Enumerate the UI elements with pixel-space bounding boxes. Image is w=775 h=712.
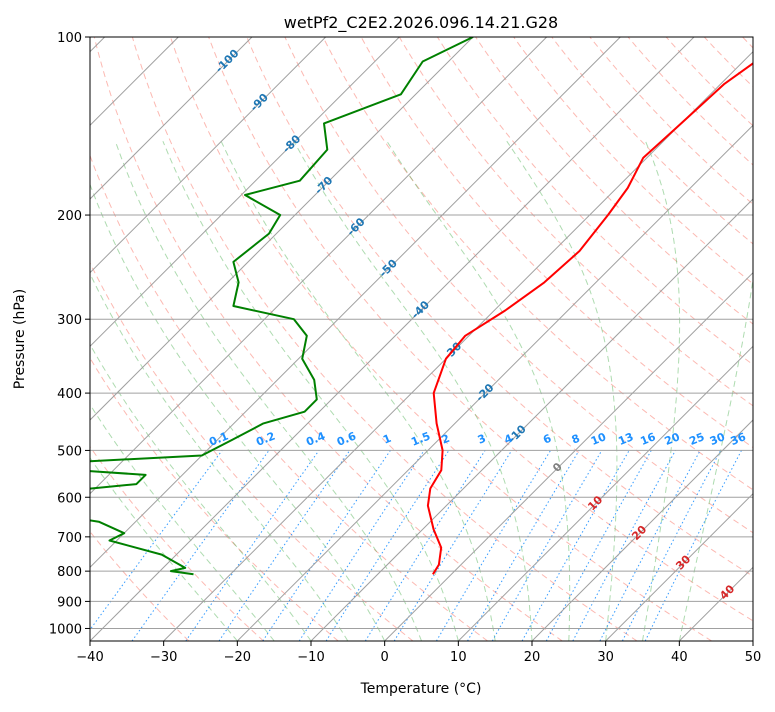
y-tick-label: 400 (57, 387, 82, 402)
x-tick-label: 40 (671, 650, 688, 665)
y-tick-label: 200 (57, 209, 82, 224)
y-tick-label: 100 (57, 31, 82, 46)
x-tick-label: 0 (381, 650, 389, 665)
x-tick-label: 50 (745, 650, 762, 665)
y-tick-label: 500 (57, 444, 82, 459)
y-axis-label: Pressure (hPa) (12, 289, 28, 389)
x-tick-label: 10 (450, 650, 467, 665)
x-tick-label: 30 (597, 650, 614, 665)
chart-title: wetPf2_C2E2.2026.096.14.21.G28 (284, 13, 558, 33)
x-tick-label: −30 (150, 650, 177, 665)
x-tick-label: −10 (297, 650, 324, 665)
x-tick-label: 20 (524, 650, 541, 665)
y-tick-label: 300 (57, 313, 82, 328)
x-tick-label: −20 (224, 650, 251, 665)
x-tick-label: −40 (76, 650, 103, 665)
y-tick-label: 600 (57, 491, 82, 506)
y-tick-label: 700 (57, 531, 82, 546)
y-tick-label: 900 (57, 595, 82, 610)
x-axis-label: Temperature (°C) (360, 681, 482, 697)
y-tick-label: 800 (57, 565, 82, 580)
y-tick-label: 1000 (49, 622, 82, 637)
